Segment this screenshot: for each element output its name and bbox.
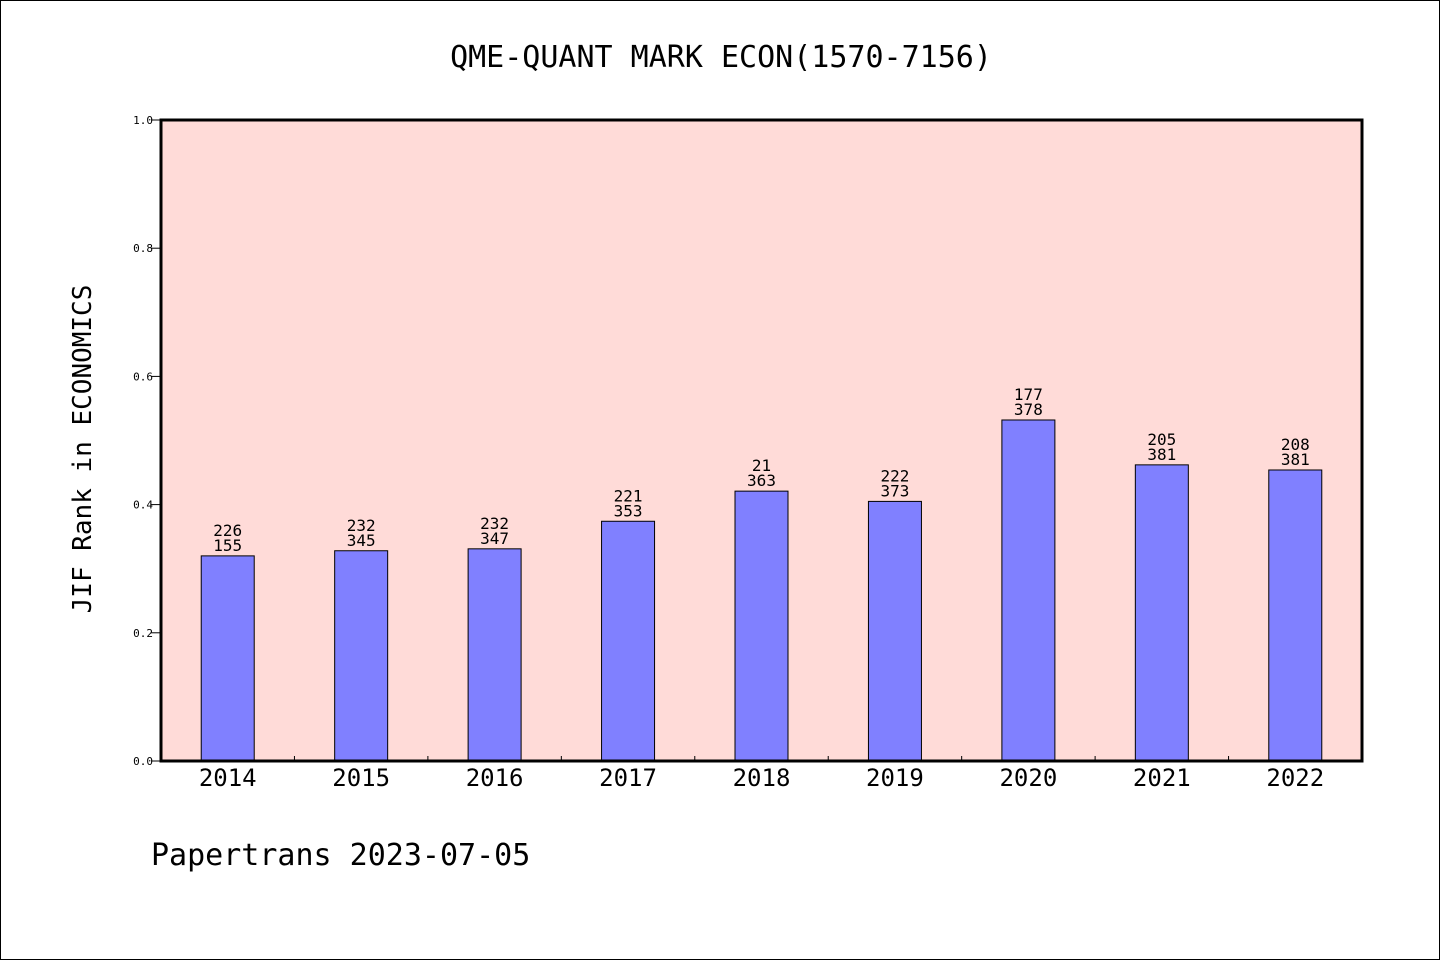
x-tick-label: 2021	[1133, 764, 1191, 792]
x-tick-label: 2020	[999, 764, 1057, 792]
y-tick-label: 1.0	[133, 114, 153, 127]
bar-label-rank: 177	[1014, 385, 1043, 404]
x-tick-label: 2014	[199, 764, 257, 792]
x-tick-label: 2019	[866, 764, 924, 792]
bar-label-total: 347	[480, 529, 509, 548]
bar-label-total: 345	[347, 531, 376, 550]
bar-2016	[467, 548, 522, 762]
bar-label-total: 155	[213, 536, 242, 555]
y-axis-ticks: 0.0 0.2 0.4 0.6 0.8 1.0	[133, 114, 161, 768]
bar-2019	[867, 500, 922, 762]
x-tick-label: 2022	[1266, 764, 1324, 792]
bar-label-total: 381	[1147, 445, 1176, 464]
bar-2017	[601, 520, 656, 762]
bar-2014	[200, 555, 255, 762]
x-tick-label: 2015	[332, 764, 390, 792]
bar-label-rank: 205	[1147, 430, 1176, 449]
bar-label-rank: 226	[213, 521, 242, 540]
bar-2022	[1268, 469, 1323, 762]
plot-border	[159, 118, 1364, 763]
y-axis-label: JIF Rank in ECONOMICS	[68, 285, 98, 614]
y-tick-label: 0.0	[133, 755, 153, 768]
bar-2015	[334, 550, 389, 762]
x-tick-label: 2017	[599, 764, 657, 792]
y-tick-label: 0.6	[133, 370, 153, 383]
bar-label-rank: 21	[752, 456, 771, 475]
bar-2018	[734, 490, 789, 762]
x-tick-label: 2016	[466, 764, 524, 792]
bar-label-rank: 222	[880, 466, 909, 485]
bar-label-rank: 232	[347, 516, 376, 535]
bar-label-rank: 232	[480, 514, 509, 533]
bar-label-total: 378	[1014, 400, 1043, 419]
bar-label-total: 363	[747, 471, 776, 490]
y-tick-label: 0.8	[133, 242, 153, 255]
bar-label-total: 353	[614, 501, 643, 520]
y-tick-label: 0.2	[133, 627, 153, 640]
x-axis-ticks: 2014 2015 2016 2017 2018 2019 2020 2021 2022	[199, 756, 1324, 792]
bar-label-total: 373	[880, 481, 909, 500]
chart-title: QME-QUANT MARK ECON(1570-7156)	[450, 40, 992, 75]
y-tick-label: 0.4	[133, 499, 153, 512]
footer-credit: Papertrans 2023-07-05	[151, 838, 530, 873]
bar-label-rank: 208	[1281, 435, 1310, 454]
bar-label-rank: 221	[614, 486, 643, 505]
bar-label-total: 381	[1281, 450, 1310, 469]
bar-2020	[1001, 419, 1056, 762]
x-tick-label: 2018	[733, 764, 791, 792]
bar-2021	[1134, 464, 1189, 762]
